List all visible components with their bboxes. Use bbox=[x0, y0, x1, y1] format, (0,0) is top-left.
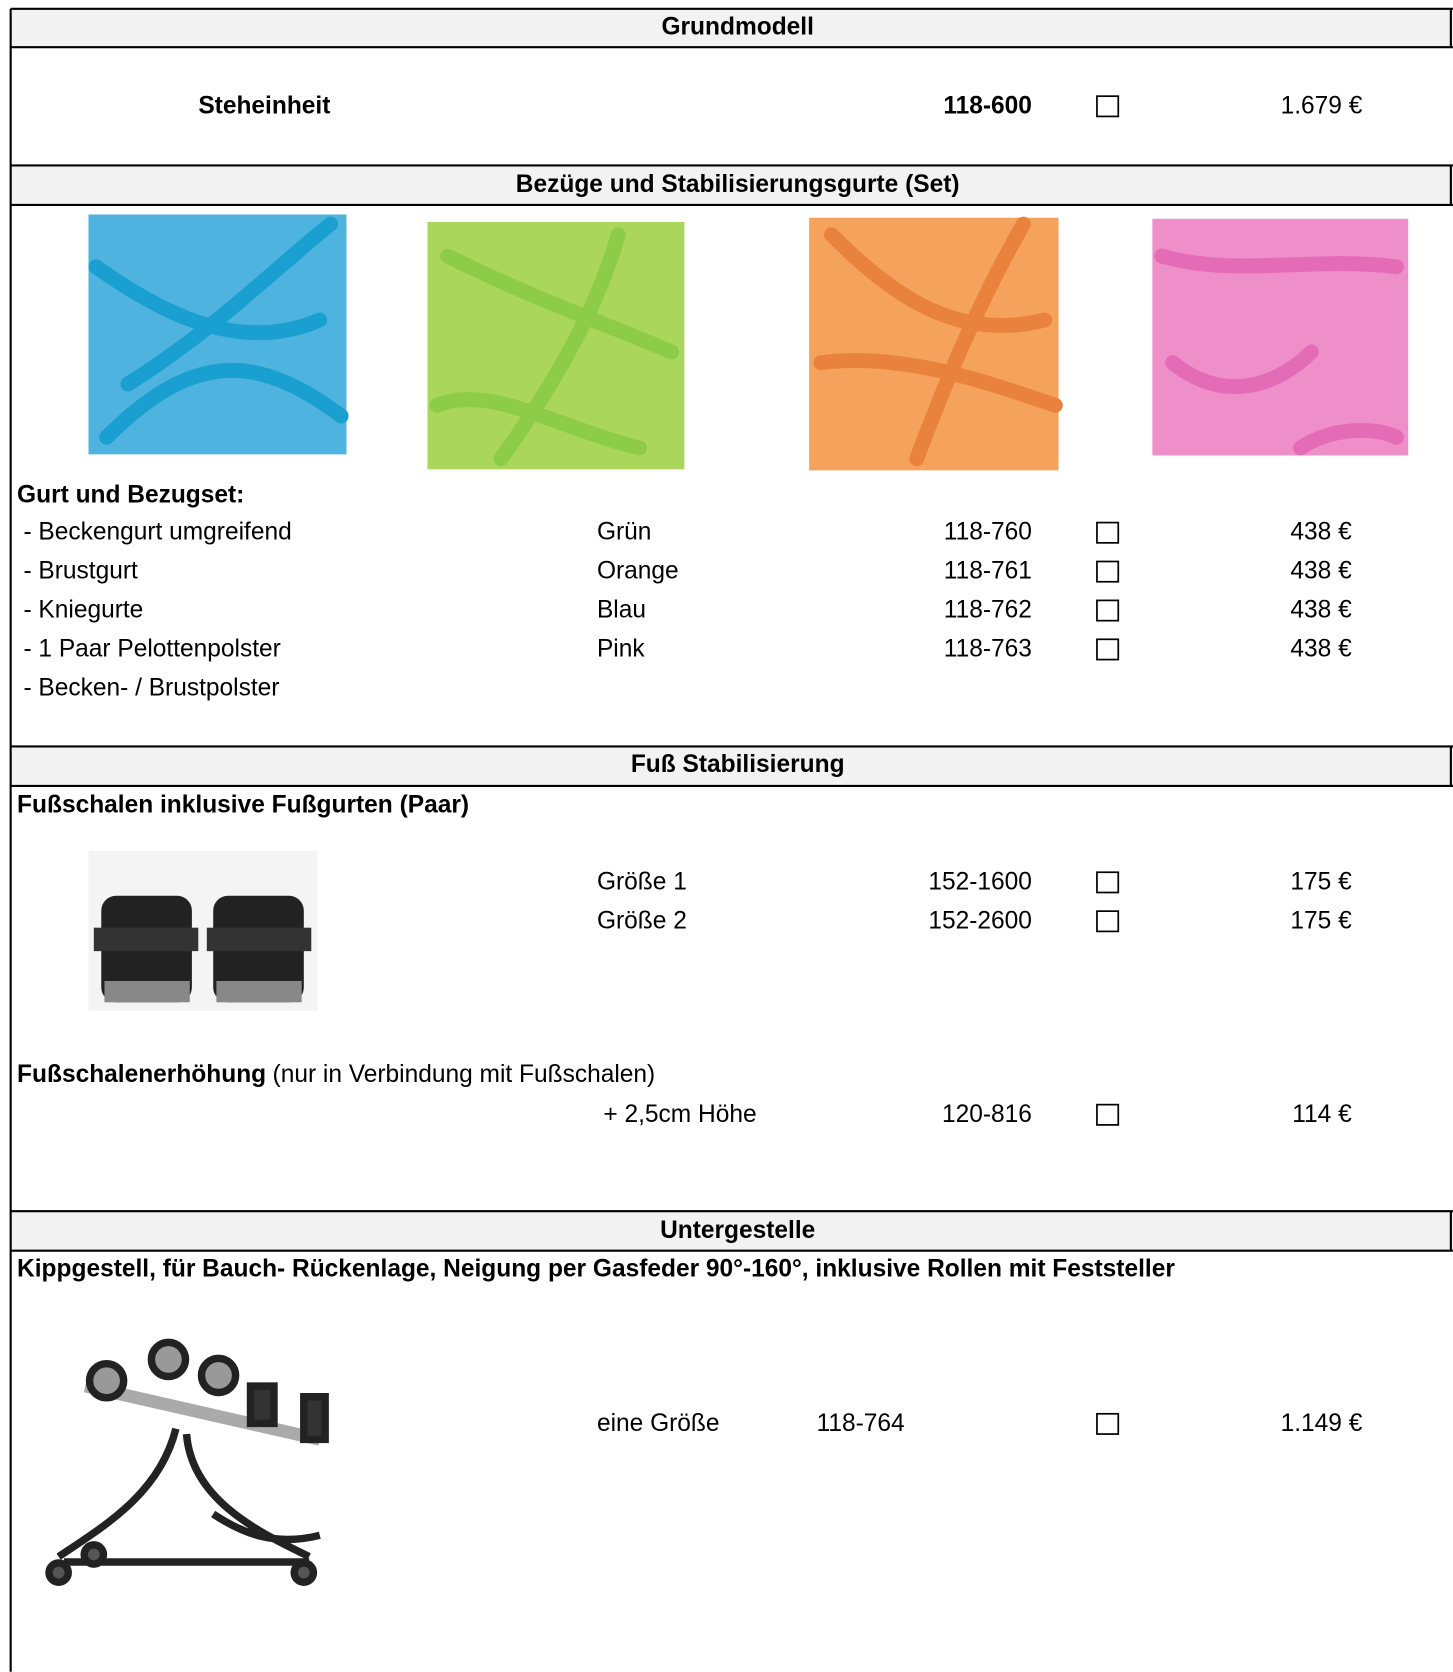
variant: + 2,5cm Höhe bbox=[603, 1101, 756, 1128]
fabric-swatches bbox=[88, 214, 1409, 471]
checkbox[interactable] bbox=[1096, 599, 1120, 622]
section-title: Bezüge und Stabilisierungsgurte (Set) bbox=[516, 171, 960, 198]
price: 1.149 € bbox=[1281, 1410, 1363, 1437]
layout bbox=[9, 7, 1453, 1672]
article-number: 118-760 bbox=[944, 519, 1032, 546]
price: 175 € bbox=[1290, 907, 1352, 934]
section-heading: Gurt und Bezugset: bbox=[17, 481, 244, 508]
variant: Blau bbox=[597, 597, 646, 624]
variant: eine Größe bbox=[597, 1410, 720, 1437]
checkbox[interactable] bbox=[1096, 638, 1120, 661]
price: 438 € bbox=[1290, 519, 1352, 546]
section-heading: Kippgestell, für Bauch- Rückenlage, Neig… bbox=[17, 1255, 1175, 1282]
checkbox[interactable] bbox=[1096, 910, 1120, 933]
checkbox[interactable] bbox=[1096, 521, 1120, 544]
section-title: Grundmodell bbox=[661, 13, 813, 40]
article-number: 118-764 bbox=[817, 1410, 905, 1437]
section-title: Fuß Stabilisierung bbox=[631, 751, 845, 778]
article-number: 118-600 bbox=[943, 92, 1032, 119]
checkbox[interactable] bbox=[1096, 1412, 1120, 1435]
price: 1.679 € bbox=[1281, 92, 1363, 119]
price: 438 € bbox=[1290, 635, 1352, 662]
price: 175 € bbox=[1290, 868, 1352, 895]
variant: Größe 1 bbox=[597, 868, 687, 895]
included-item: - Brustgurt bbox=[23, 558, 138, 585]
price: 114 € bbox=[1292, 1101, 1352, 1128]
article-number: 118-761 bbox=[944, 558, 1032, 585]
checkbox[interactable] bbox=[1096, 1103, 1120, 1126]
included-item: - Kniegurte bbox=[23, 597, 143, 624]
variant: Pink bbox=[597, 635, 645, 662]
tilt-frame-image bbox=[45, 1338, 329, 1586]
article-number: 120-816 bbox=[942, 1101, 1032, 1128]
product-name: Steheinheit bbox=[198, 92, 330, 119]
article-number: 118-762 bbox=[944, 597, 1032, 624]
included-item: - 1 Paar Pelottenpolster bbox=[23, 635, 280, 662]
included-item: - Beckengurt umgreifend bbox=[23, 519, 291, 546]
checkbox[interactable] bbox=[1096, 560, 1120, 583]
section-title: Untergestelle bbox=[660, 1217, 815, 1244]
article-number: 152-1600 bbox=[928, 868, 1032, 895]
foot-shells-image bbox=[88, 850, 318, 1011]
variant: Orange bbox=[597, 558, 679, 585]
variant: Grün bbox=[597, 519, 651, 546]
section-heading: Fußschalen inklusive Fußgurten (Paar) bbox=[17, 792, 469, 819]
price: 438 € bbox=[1290, 597, 1352, 624]
checkbox[interactable] bbox=[1096, 871, 1120, 894]
included-item: - Becken- / Brustpolster bbox=[23, 674, 279, 701]
article-number: 118-763 bbox=[944, 635, 1032, 662]
article-number: 152-2600 bbox=[928, 907, 1032, 934]
sub-heading-note: (nur in Verbindung mit Fußschalen) bbox=[273, 1061, 656, 1088]
sub-heading-bold: Fußschalenerhöhung bbox=[17, 1061, 266, 1088]
variant: Größe 2 bbox=[597, 907, 687, 934]
price: 438 € bbox=[1290, 558, 1352, 585]
checkbox[interactable] bbox=[1096, 95, 1120, 118]
sub-heading: Fußschalenerhöhung (nur in Verbindung mit… bbox=[17, 1061, 655, 1088]
content: Grundmodell Steheinheit 118-600 1.679 € Bezü… bbox=[17, 13, 1363, 1437]
